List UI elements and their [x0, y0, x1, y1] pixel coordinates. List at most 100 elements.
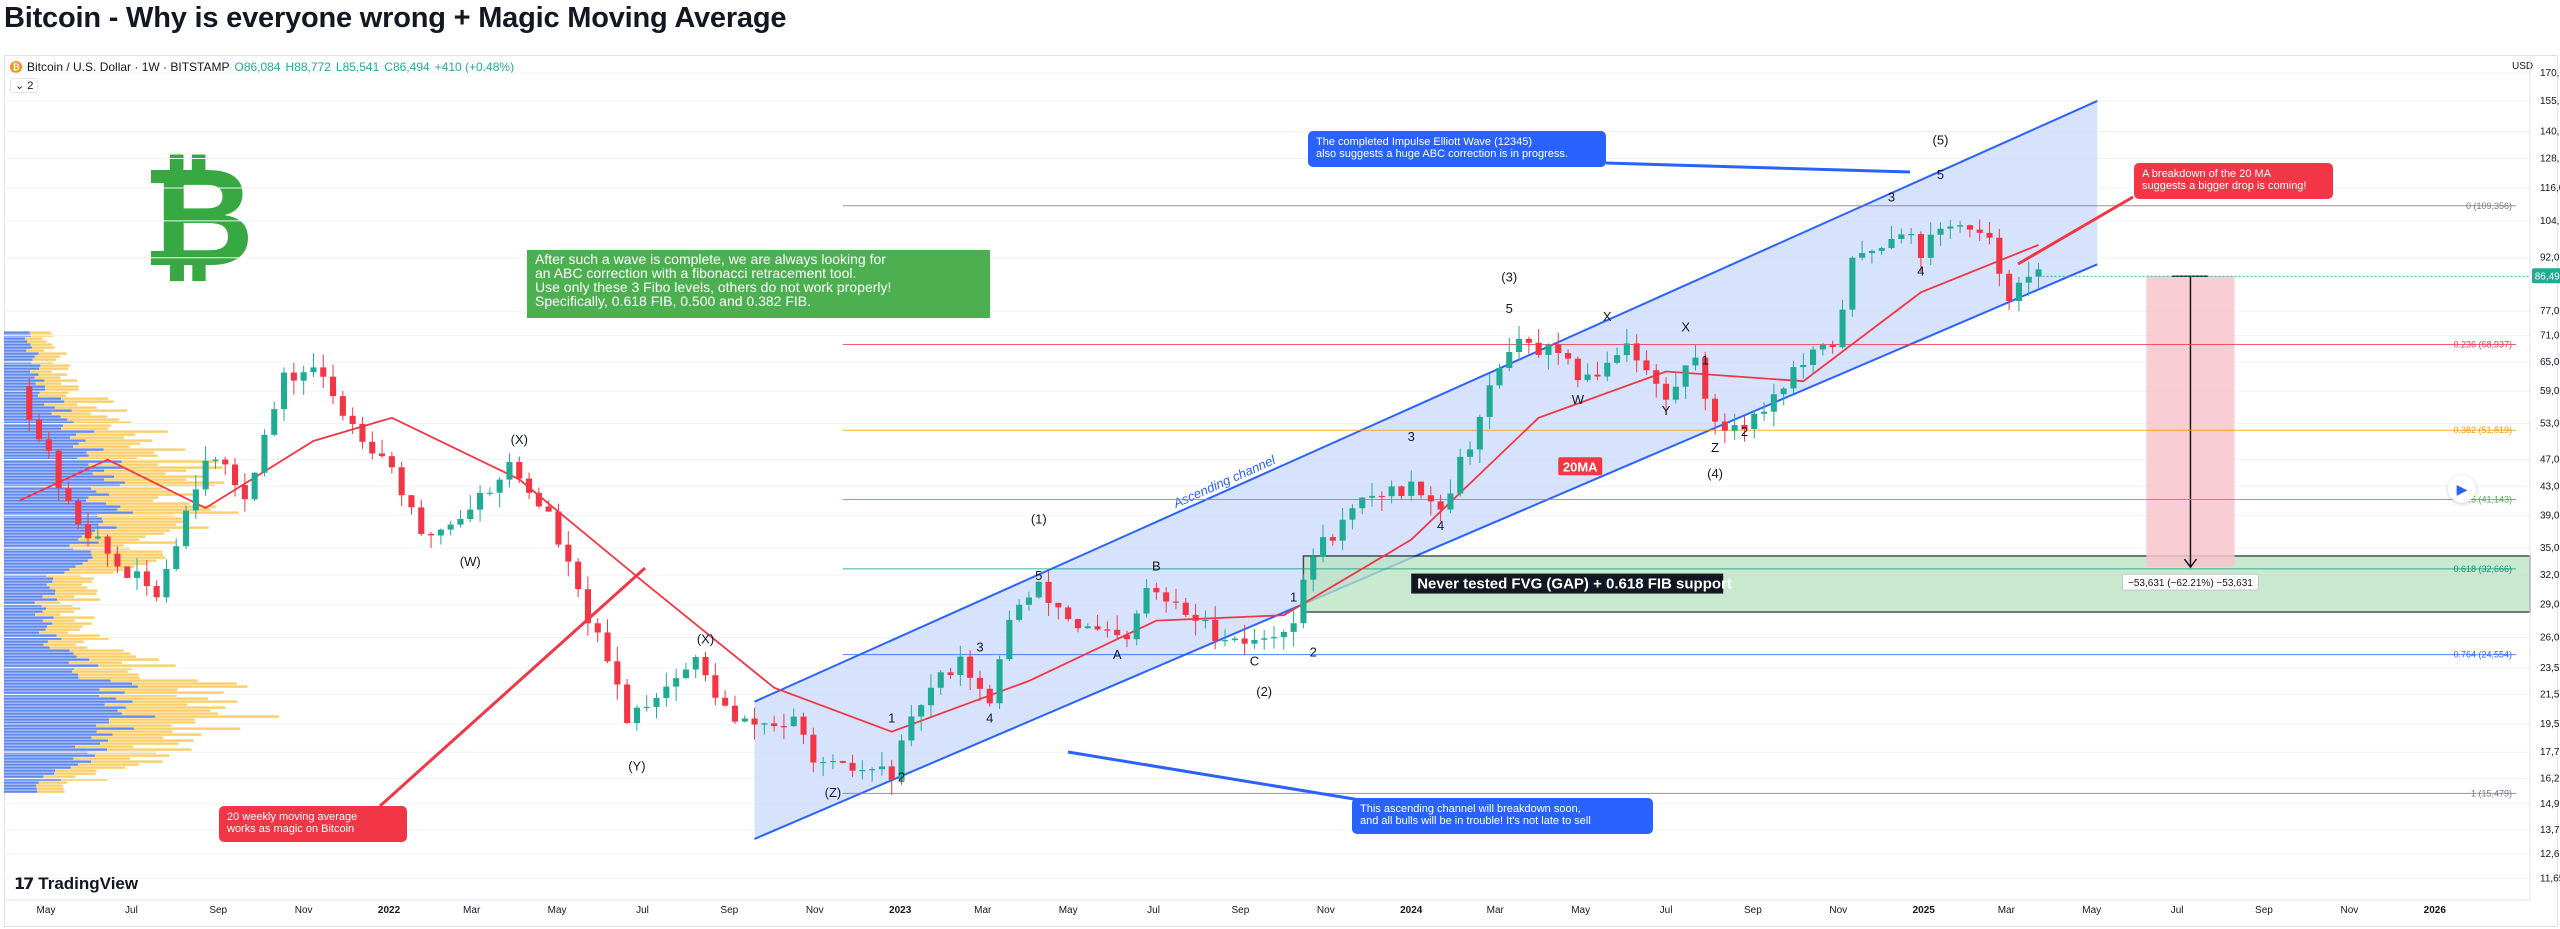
candle-body: [310, 367, 317, 373]
volume-profile-bar: [30, 343, 53, 346]
volume-profile-bar: [4, 787, 37, 790]
ohlc-high: H88,772: [285, 60, 331, 74]
volume-profile-bar: [4, 493, 110, 496]
candle-body: [859, 770, 866, 772]
wave-label: 2: [1741, 424, 1748, 439]
candle-body: [1378, 495, 1385, 498]
price-tick-label: 77,000: [2540, 306, 2560, 317]
candle-body: [1212, 619, 1219, 641]
currency-label[interactable]: USD: [2512, 61, 2534, 72]
candle-body: [261, 434, 268, 473]
candle-body: [173, 546, 180, 569]
volume-profile-bar: [38, 781, 68, 784]
candle-body: [1986, 232, 1993, 238]
volume-profile-bar: [4, 523, 99, 526]
projection-measure[interactable]: −53,631 (−62.21%) −53,631: [2121, 275, 2259, 591]
candle-body: [1947, 226, 1954, 229]
volume-profile-bar: [4, 484, 120, 487]
volume-profile-bar: [4, 430, 95, 433]
candle-body: [290, 372, 297, 381]
candle-body: [1545, 344, 1552, 355]
volume-profile-bar: [53, 616, 95, 619]
candle-body: [771, 723, 778, 727]
price-tick-label: 26,000: [2540, 632, 2560, 643]
fib-retracement[interactable]: 0 (109,356) 0.236 (68,937) 0.382 (51,819) 0…: [842, 201, 2516, 799]
annotations[interactable]: After such a wave is complete, we are al…: [219, 131, 2333, 842]
candle-body: [1721, 421, 1728, 431]
volume-profile-bar: [4, 439, 86, 442]
volume-profile-bar: [4, 382, 36, 385]
current-price-label: 86,494: [2535, 271, 2560, 282]
candle-body: [682, 669, 689, 679]
volume-profile-bar: [4, 685, 138, 688]
volume-profile-bar: [45, 628, 80, 631]
volume-profile-bar: [56, 634, 100, 637]
wave-label: (5): [1933, 133, 1949, 148]
time-tick-label: Mar: [1487, 905, 1505, 916]
candle-body: [1143, 588, 1150, 614]
volume-profile-bar: [36, 784, 63, 787]
volume-profile-bar: [87, 559, 157, 562]
price-tick-label: 32,000: [2540, 570, 2560, 581]
moving-average-20[interactable]: 20MA: [19, 244, 2039, 733]
volume-profile-bar: [44, 379, 78, 382]
volume-profile-bar: [4, 529, 95, 532]
time-tick-label: 2025: [1913, 905, 1936, 916]
play-icon[interactable]: ▶: [2448, 475, 2476, 503]
price-tick-label: 170,000: [2540, 68, 2560, 79]
candle-body: [1516, 338, 1523, 352]
candle-body: [1682, 365, 1689, 387]
projection-label: −53,631 (−62.21%) −53,631: [2128, 578, 2253, 589]
note-pointer: [1605, 161, 1911, 174]
ascending-channel[interactable]: Ascending channel: [754, 100, 2098, 840]
volume-profile-bar: [109, 721, 196, 724]
candle-body: [810, 734, 817, 763]
candle-body: [1065, 607, 1072, 620]
volume-profile-bar: [4, 415, 61, 418]
volume-profile-bar: [4, 571, 65, 574]
volume-profile-bar: [4, 583, 47, 586]
candle-body: [114, 553, 121, 567]
note-pointer: [378, 566, 647, 808]
symbol-name[interactable]: Bitcoin / U.S. Dollar · 1W · BITSTAMP: [27, 60, 230, 74]
candle-body: [1996, 237, 2003, 274]
volume-profile-bar: [4, 352, 39, 355]
candle-body: [65, 488, 72, 501]
volume-profile-bar: [37, 790, 65, 793]
volume-profile-bar: [61, 778, 108, 781]
volume-profile-bar: [132, 682, 237, 685]
volume-profile-bar: [54, 772, 96, 775]
candle-body: [1849, 257, 1856, 310]
note-pointer: [2017, 195, 2134, 266]
fib-level-label: 0 (109,356): [2466, 201, 2512, 211]
wave-label: (Y): [628, 759, 645, 774]
page-title: Bitcoin - Why is everyone wrong + Magic …: [4, 2, 787, 34]
volume-profile-bar: [4, 790, 38, 793]
price-tick-label: 116,000: [2540, 183, 2560, 194]
candle-body: [1868, 250, 1875, 254]
volume-profile-bar: [74, 667, 132, 670]
volume-profile-bar: [4, 595, 43, 598]
price-tick-label: 104,000: [2540, 216, 2560, 227]
volume-profile-bar: [98, 541, 176, 544]
candlestick-series[interactable]: [26, 219, 2042, 795]
fvg-zone[interactable]: Never tested FVG (GAP) + 0.618 FIB suppo…: [1302, 555, 2531, 613]
tradingview-logo[interactable]: 𝟭𝟳 TradingView: [14, 874, 138, 894]
volume-profile-bar: [4, 559, 88, 562]
time-tick-label: Jul: [1147, 905, 1160, 916]
candle-body: [1006, 619, 1013, 660]
candle-body: [1025, 597, 1032, 605]
symbol-legend[interactable]: ₿ Bitcoin / U.S. Dollar · 1W · BITSTAMP …: [10, 60, 514, 74]
volume-profile-bar: [64, 400, 114, 403]
candle-body: [1672, 386, 1679, 400]
candle-body: [1712, 398, 1719, 422]
candle-body: [1329, 537, 1336, 541]
volume-profile-bar: [55, 769, 97, 772]
indicator-toggle-button[interactable]: ⌄ 2: [10, 78, 39, 93]
volume-profile-bar: [57, 598, 101, 601]
volume-profile-bar: [4, 613, 35, 616]
candle-body: [153, 586, 160, 598]
wave-label: 1: [1290, 590, 1297, 605]
candle-body: [1271, 637, 1278, 639]
